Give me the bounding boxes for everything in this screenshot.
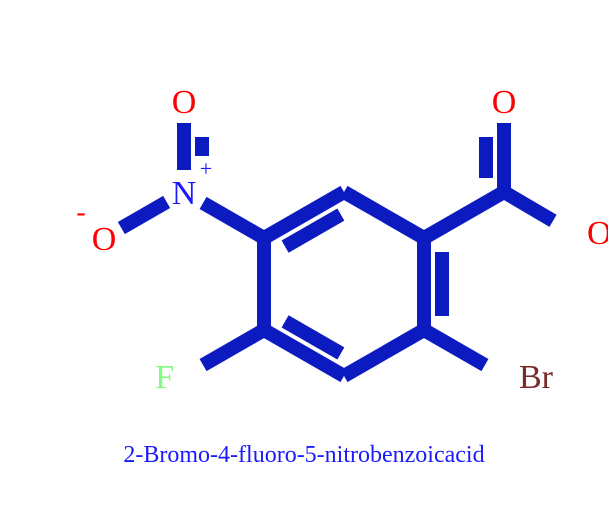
charge-minus: -: [76, 197, 85, 228]
atom-o: O: [172, 84, 197, 121]
charge-plus: +: [200, 156, 212, 181]
bond: [203, 330, 264, 365]
compound-name: 2-Bromo-4-fluoro-5-nitrobenzoicacid: [123, 442, 484, 468]
molecule-diagram: O OH Br F N O O + - 2-Bromo-4-fluoro-5-nitrobenzo…: [0, 0, 608, 509]
bond: [424, 192, 504, 238]
bond: [344, 192, 424, 238]
bond: [344, 330, 424, 376]
atom-o: O: [492, 84, 517, 121]
atom-br: Br: [519, 359, 554, 396]
bond: [504, 192, 553, 221]
atom-f: F: [155, 359, 174, 396]
bond: [121, 202, 166, 228]
atom-o: O: [92, 221, 117, 258]
bond: [203, 203, 264, 238]
bond: [424, 330, 485, 365]
atom-n: N: [172, 175, 197, 212]
atom-oh: OH: [587, 215, 608, 252]
